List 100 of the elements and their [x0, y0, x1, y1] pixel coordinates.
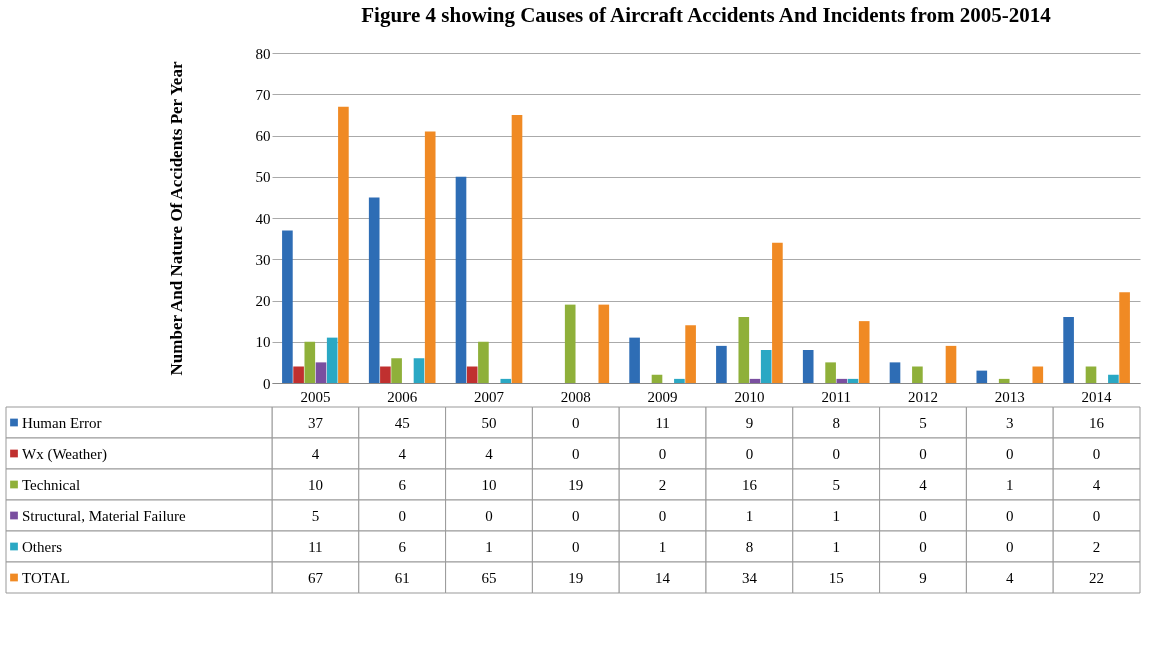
data-label: 1: [832, 538, 840, 555]
legend-label: Others: [22, 538, 63, 555]
data-label: 14: [655, 569, 671, 586]
data-label: 0: [1006, 445, 1014, 462]
data-label: 0: [572, 445, 580, 462]
bar: [825, 362, 836, 383]
bar: [716, 345, 727, 383]
bar: [749, 378, 761, 383]
bar: [391, 358, 402, 383]
data-label: 4: [311, 445, 320, 462]
data-label: 16: [741, 476, 758, 493]
data-label: 11: [655, 414, 670, 431]
data-label: 1: [1006, 476, 1014, 493]
bar: [685, 325, 696, 383]
data-label: 67: [307, 569, 324, 586]
data-label: 4: [919, 476, 928, 493]
bar: [738, 317, 750, 383]
data-label: 0: [745, 445, 754, 462]
data-label: 0: [398, 507, 406, 524]
data-label: 0: [919, 507, 927, 524]
y-tick-label: 40: [255, 210, 271, 227]
bar: [304, 341, 316, 383]
data-label: 61: [394, 569, 410, 586]
data-label: 65: [481, 569, 497, 586]
bar: [413, 358, 425, 383]
data-label: 0: [572, 507, 580, 524]
legend-label: Wx (Weather): [22, 445, 107, 463]
y-tick-label: 60: [255, 128, 271, 144]
data-label: 6: [398, 476, 407, 493]
bar: [802, 350, 814, 383]
data-label: 16: [1089, 414, 1105, 431]
bar: [368, 197, 380, 383]
bar: [455, 176, 467, 383]
bar: [629, 337, 640, 383]
bar: [424, 131, 436, 383]
chart-title: Figure 4 showing Causes of Aircraft Accidents And Incidents from 2005-2014: [361, 3, 1052, 27]
data-label: 0: [485, 507, 493, 524]
data-label: 4: [1006, 569, 1015, 586]
data-label: 11: [308, 538, 323, 555]
data-label: 0: [1006, 538, 1014, 555]
y-tick-label: 50: [255, 169, 271, 186]
y-tick-label: 10: [255, 334, 271, 351]
data-label: 19: [568, 569, 584, 586]
bar: [315, 362, 327, 383]
data-label: 0: [1006, 507, 1014, 524]
data-label: 37: [307, 414, 324, 431]
data-label: 5: [832, 476, 840, 493]
y-tick-label: 20: [255, 293, 271, 309]
legend-label: TOTAL: [22, 569, 70, 586]
x-tick-label: 2006: [387, 388, 418, 405]
data-label: 9: [919, 569, 927, 586]
x-tick-label: 2009: [647, 388, 678, 405]
data-label: 10: [307, 476, 323, 493]
bar: [598, 304, 610, 383]
data-label: 0: [1092, 507, 1101, 524]
bar: [1119, 292, 1130, 383]
data-label: 1: [745, 507, 754, 524]
legend-label: Technical: [22, 476, 81, 493]
data-label: 45: [394, 414, 410, 431]
y-tick-label: 70: [255, 86, 271, 103]
bar: [651, 374, 663, 383]
data-label: 5: [919, 414, 927, 431]
x-tick-label: 2007: [474, 388, 505, 405]
x-tick-label: 2013: [994, 388, 1025, 405]
data-label: 0: [1092, 445, 1101, 462]
data-label: 1: [658, 538, 667, 555]
bar: [380, 366, 391, 383]
y-tick-label: 80: [255, 45, 271, 62]
bar: [564, 304, 576, 383]
bar: [889, 362, 901, 383]
bar: [760, 350, 772, 383]
x-tick-label: 2010: [734, 388, 765, 405]
data-label: 6: [398, 538, 407, 555]
data-label: 4: [1092, 476, 1101, 493]
x-tick-label: 2014: [1081, 388, 1113, 405]
bar: [836, 378, 848, 383]
data-label: 4: [485, 445, 494, 462]
legend-label: Structural, Material Failure: [22, 507, 187, 524]
data-label: 8: [832, 414, 840, 431]
bar: [1108, 374, 1119, 383]
bar: [858, 321, 870, 383]
bar: [847, 378, 859, 383]
bar: [282, 230, 293, 383]
data-label: 8: [745, 538, 754, 555]
data-label: 22: [1089, 569, 1105, 586]
data-label: 0: [572, 538, 580, 555]
data-label: 2: [658, 476, 667, 493]
bar: [500, 378, 512, 383]
bar: [976, 370, 988, 383]
x-tick-label: 2005: [300, 388, 331, 405]
bar: [1063, 317, 1074, 383]
data-label: 0: [919, 445, 927, 462]
data-label: 5: [311, 507, 320, 524]
bar: [466, 366, 478, 383]
bar: [1032, 366, 1044, 383]
data-label: 34: [741, 569, 758, 586]
data-label: 15: [828, 569, 844, 586]
data-label: 3: [1006, 414, 1014, 431]
data-label: 50: [481, 414, 497, 431]
x-tick-label: 2012: [908, 388, 938, 405]
